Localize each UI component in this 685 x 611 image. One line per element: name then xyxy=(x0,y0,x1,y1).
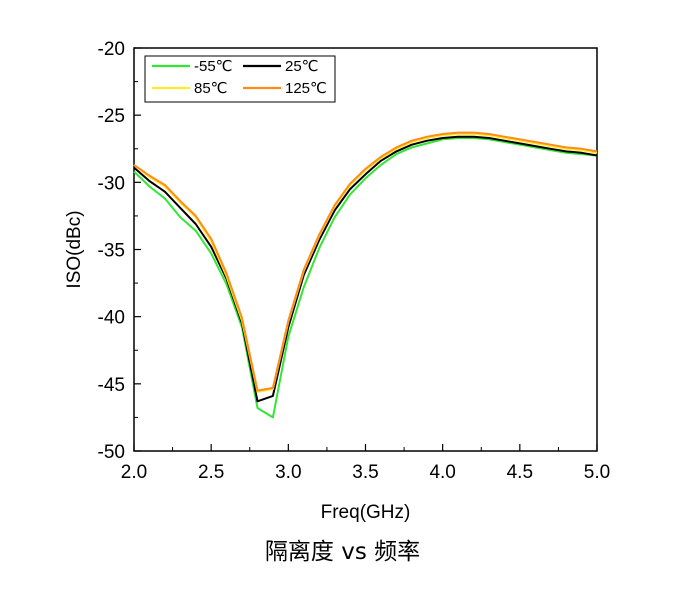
plot-area xyxy=(133,47,598,452)
series-line-3 xyxy=(133,131,598,392)
legend: -55℃ 25℃ 85℃ 125℃ xyxy=(144,55,336,103)
x-tick-label: 2.0 xyxy=(121,462,147,483)
y-tick-label: -20 xyxy=(98,39,125,60)
x-tick-label: 3.5 xyxy=(352,462,378,483)
series-line-2 xyxy=(133,133,598,393)
figure-caption: 隔离度 vs 频率 xyxy=(264,539,421,565)
y-tick-label: -40 xyxy=(98,308,125,329)
series-line-1 xyxy=(133,135,598,403)
x-tick-label: 5.0 xyxy=(584,462,610,483)
y-tick-label: -30 xyxy=(98,173,125,194)
legend-label: 125℃ xyxy=(285,80,327,97)
legend-label: 25℃ xyxy=(285,58,319,75)
x-tick-label: 3.0 xyxy=(275,462,301,483)
series-line-0 xyxy=(133,137,598,419)
y-tick-label: -25 xyxy=(98,106,125,127)
x-tick-label: 4.0 xyxy=(429,462,455,483)
ticks-layer: 2.0 2.5 3.0 3.5 4.0 4.5 5.0 -20 -25 -30 -35 -40 -45 -… xyxy=(98,39,611,483)
y-tick-label: -45 xyxy=(98,375,125,396)
legend-label: -55℃ xyxy=(194,58,233,75)
x-axis-title: Freq(GHz) xyxy=(321,502,411,523)
x-tick-label: 4.5 xyxy=(507,462,533,483)
y-tick-label: -50 xyxy=(98,442,125,463)
series-layer xyxy=(133,131,598,419)
y-axis-title: ISO(dBc) xyxy=(64,210,85,288)
y-tick-label: -35 xyxy=(98,241,125,262)
x-tick-label: 2.5 xyxy=(198,462,224,483)
legend-box xyxy=(144,55,336,103)
legend-label: 85℃ xyxy=(194,80,228,97)
